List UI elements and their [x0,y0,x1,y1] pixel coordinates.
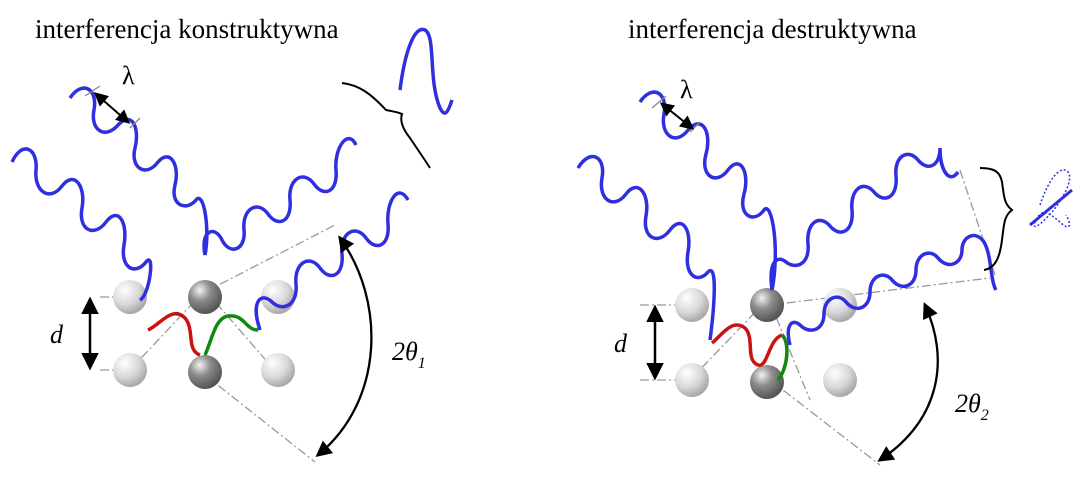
panel-title-destructive: interferencja destruktywna [628,14,917,44]
angle-subscript: 1 [418,355,426,372]
guide-line [129,117,141,129]
amplitude-brace [341,82,431,169]
guide-line [651,95,667,109]
diffracted-wave [202,137,358,256]
wavelength-label: λ [680,75,693,104]
panel-destructive: interferencja destruktywna [576,14,1073,466]
amplitude-brace [979,167,1014,271]
atom [188,280,222,314]
diffracted-wave [786,233,998,346]
angle-subscript: 2 [981,407,989,424]
atom [675,363,709,397]
atom [113,353,147,387]
angle-label: 2θ2 [955,389,989,424]
path-difference-red [147,311,201,357]
incident-wave [576,154,716,341]
wavelength-label: λ [122,61,135,90]
atom-lattice [675,288,857,399]
wavelength-arrow [93,92,131,124]
incident-wave [68,86,209,256]
guide-lines [100,224,336,463]
spacing-label: d [614,329,628,358]
wavelength-arrow [659,102,695,130]
resulting-wave-cancelled [1029,169,1073,228]
atom [750,288,784,322]
atom [113,280,147,314]
angle-arc [877,302,939,462]
guide-line [84,85,101,97]
diffracted-wave [769,147,960,291]
atom [188,355,222,389]
incident-wave [638,90,778,291]
atom [823,363,857,397]
path-difference-green [203,314,259,356]
path-difference-red [710,323,783,367]
angle-label-text: 2θ [392,337,418,366]
panel-constructive: interferencja konstruktywna [10,14,454,463]
panel-title-constructive: interferencja konstruktywna [35,14,339,44]
atom [750,365,784,399]
atom-lattice [113,280,295,389]
spacing-label: d [50,320,64,349]
angle-label-text: 2θ [955,389,981,418]
atom [261,353,295,387]
incident-wave [10,147,153,302]
resulting-wave-amplified [398,27,454,115]
angle-label: 2θ1 [392,337,426,372]
angle-arc [315,235,373,458]
atom [675,288,709,322]
atom [823,288,857,322]
path-difference-green [776,333,789,382]
guide-line [689,121,701,133]
